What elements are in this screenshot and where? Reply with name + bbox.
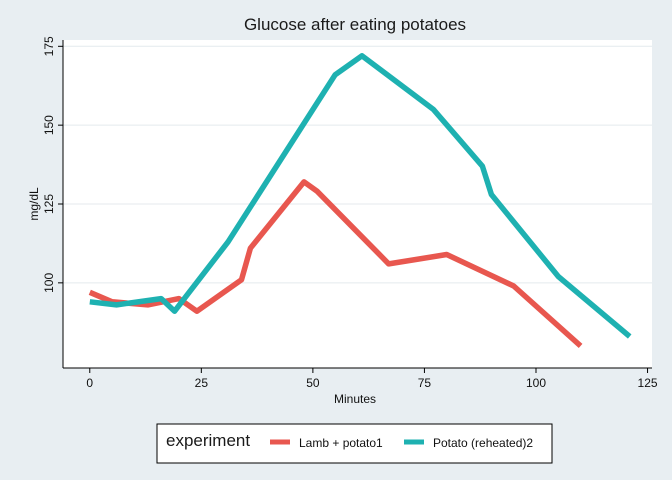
y-tick-label-150: 150 (42, 115, 56, 135)
x-tick-label-75: 75 (418, 376, 432, 390)
y-tick-label-175: 175 (42, 36, 56, 56)
y-tick-label-125: 125 (42, 194, 56, 214)
x-axis-ticks: 0 25 50 75 100 125 (86, 368, 658, 390)
y-axis-title: mg/dL (27, 187, 41, 221)
x-tick-label-0: 0 (86, 376, 93, 390)
y-tick-label-100: 100 (42, 273, 56, 293)
x-axis-title: Minutes (334, 392, 376, 406)
legend-box (156, 423, 553, 464)
legend: experiment Lamb + potato1 Potato (reheat… (156, 423, 553, 464)
x-tick-label-100: 100 (526, 376, 546, 390)
x-tick-label-25: 25 (195, 376, 209, 390)
legend-label-lamb-potato: Lamb + potato1 (299, 436, 383, 450)
legend-title: experiment (166, 431, 250, 450)
gridlines (63, 45, 652, 284)
series-line-potato-reheated (89, 53, 632, 339)
x-tick-label-125: 125 (638, 376, 658, 390)
legend-label-potato-reheated: Potato (reheated)2 (433, 436, 533, 450)
x-tick-label-50: 50 (306, 376, 320, 390)
series-line-lamb-potato (88, 179, 583, 348)
chart-title: Glucose after eating potatoes (244, 15, 466, 34)
y-axis-ticks: 100 125 150 175 (42, 36, 63, 293)
series-lines (88, 53, 632, 348)
